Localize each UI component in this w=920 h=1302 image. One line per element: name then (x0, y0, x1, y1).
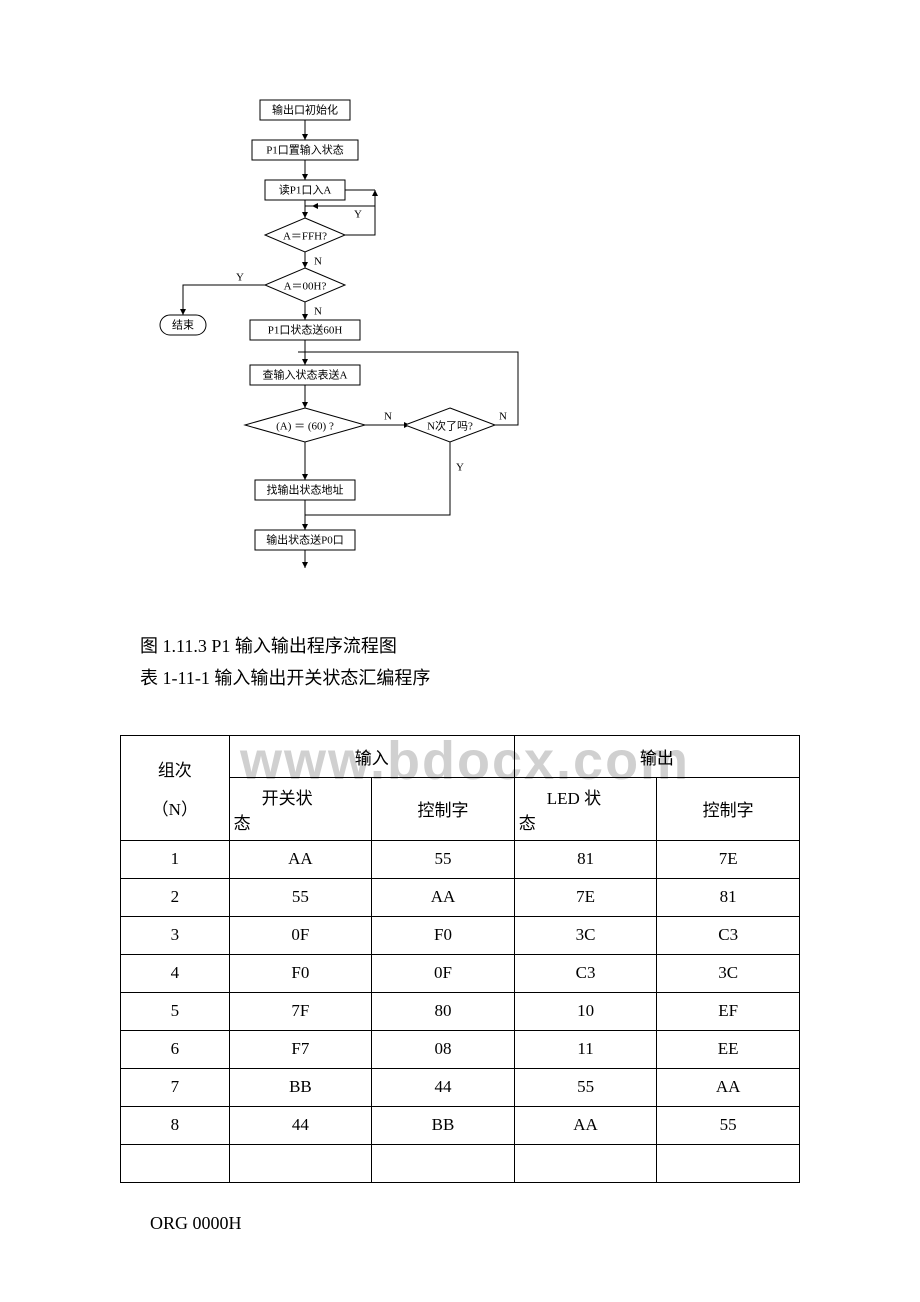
fc-label-y3: Y (456, 462, 464, 474)
table-caption: 表 1-11-1 输入输出开关状态汇编程序 (140, 662, 920, 694)
code-org: ORG 0000H (150, 1213, 920, 1234)
th-ctrl1: 控制字 (417, 801, 468, 820)
th-group: 组次 (125, 756, 225, 781)
fc-node-eq60: (A) ＝ (60) ? (276, 421, 334, 433)
data-table: 组次 （N） 输入 输出 开关状态 控制字 LED 状态 控制字 1AA5581… (120, 735, 800, 1183)
th-n: （N） (125, 795, 225, 820)
fc-node-end: 结束 (172, 319, 194, 332)
table-row: 1AA55817E (121, 840, 800, 878)
table-row: 57F8010EF (121, 992, 800, 1030)
fc-node-00h: A＝00H? (284, 281, 327, 293)
fc-node-outp0: 输出状态送P0口 (266, 533, 344, 547)
table-row: 255AA7E81 (121, 878, 800, 916)
table-row: 844BBAA55 (121, 1106, 800, 1144)
flowchart: 输出口初始化 P1口置输入状态 读P1口入A A＝FFH? Y N (140, 60, 540, 610)
fc-node-init: 输出口初始化 (272, 103, 338, 117)
fc-label-y2: Y (236, 272, 244, 284)
th-ctrl2: 控制字 (703, 801, 754, 820)
fc-label-n1: N (314, 256, 322, 268)
fc-node-ntimes: N次了吗? (427, 419, 473, 433)
fc-node-ffh: A＝FFH? (283, 231, 327, 243)
fc-label-y1: Y (354, 209, 362, 221)
th-input: 输入 (355, 749, 389, 768)
fc-node-read: 读P1口入A (279, 183, 332, 197)
table-row: 4F00FC33C (121, 954, 800, 992)
table-row-empty (121, 1144, 800, 1182)
fc-node-p1set: P1口置输入状态 (266, 143, 344, 157)
th-output: 输出 (640, 749, 674, 768)
fc-label-n3: N (384, 411, 392, 423)
table-row: 30FF03CC3 (121, 916, 800, 954)
fc-node-lookup: 查输入状态表送A (263, 368, 348, 382)
fc-node-findaddr: 找输出状态地址 (267, 483, 344, 497)
flowchart-svg: 输出口初始化 P1口置输入状态 读P1口入A A＝FFH? Y N (140, 60, 540, 610)
fc-node-60h: P1口状态送60H (268, 323, 343, 337)
page-content: 输出口初始化 P1口置输入状态 读P1口入A A＝FFH? Y N (0, 60, 920, 1234)
fc-label-n4: N (499, 411, 507, 423)
fc-label-n2: N (314, 306, 322, 318)
figure-caption: 图 1.11.3 P1 输入输出程序流程图 (140, 630, 920, 662)
table-row: 7BB4455AA (121, 1068, 800, 1106)
table-row: 6F70811EE (121, 1030, 800, 1068)
